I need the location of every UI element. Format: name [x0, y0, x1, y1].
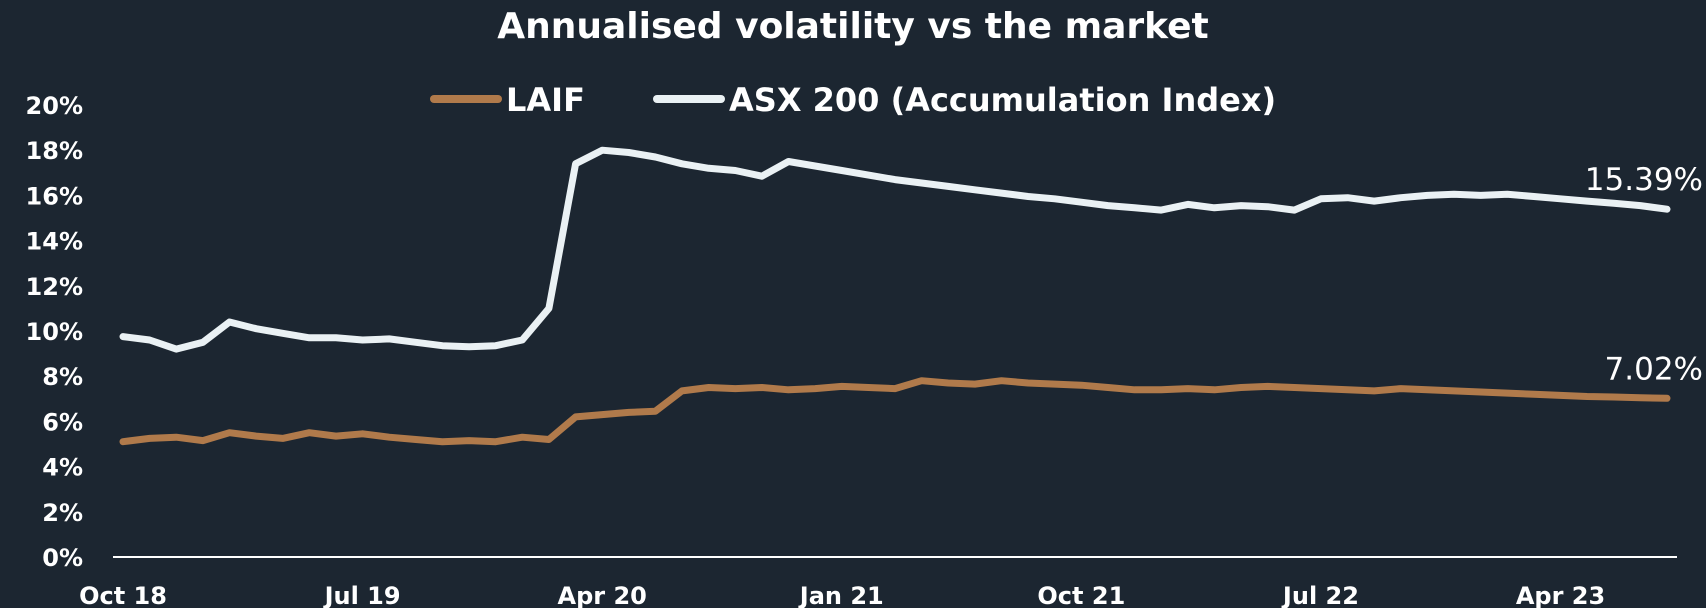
y-tick-label: 14% — [26, 228, 83, 256]
end-value-label-asx200: 15.39% — [1585, 162, 1703, 198]
x-tick-label: Jul 22 — [1281, 582, 1359, 608]
chart-legend: LAIF ASX 200 (Accumulation Index) — [430, 81, 1276, 119]
legend-label: LAIF — [506, 81, 585, 119]
y-tick-label: 16% — [26, 182, 83, 210]
series-line-laif — [119, 377, 1671, 446]
y-tick-label: 12% — [26, 273, 83, 301]
y-axis: 0% 2% 4% 6% 8% 10% 12% 14% 16% 18% 20% — [26, 92, 83, 572]
y-tick-label: 18% — [26, 137, 83, 165]
x-tick-label: Oct 21 — [1037, 582, 1125, 608]
x-axis: Oct 18 Jul 19 Apr 20 Jan 21 Oct 21 Jul 22 Apr … — [79, 556, 1677, 608]
y-tick-label: 6% — [42, 408, 83, 436]
legend-label: ASX 200 (Accumulation Index) — [729, 81, 1276, 119]
x-tick-label: Apr 20 — [558, 582, 647, 608]
chart-title: Annualised volatility vs the market — [497, 6, 1209, 47]
y-tick-label: 2% — [42, 499, 83, 527]
x-tick-label: Jul 19 — [323, 582, 401, 608]
y-tick-label: 10% — [26, 318, 83, 346]
y-tick-label: 8% — [42, 363, 83, 391]
y-tick-label: 4% — [42, 454, 83, 482]
x-tick-label: Oct 18 — [79, 582, 167, 608]
y-tick-label: 0% — [42, 544, 83, 572]
series-layer — [119, 146, 1671, 446]
x-tick-label: Apr 23 — [1516, 582, 1605, 608]
end-labels: 7.02% 15.39% — [1585, 162, 1703, 387]
end-value-label-laif: 7.02% — [1605, 351, 1703, 387]
x-tick-label: Jan 21 — [798, 582, 884, 608]
y-tick-label: 20% — [26, 92, 83, 120]
series-line-asx200 — [119, 146, 1671, 353]
